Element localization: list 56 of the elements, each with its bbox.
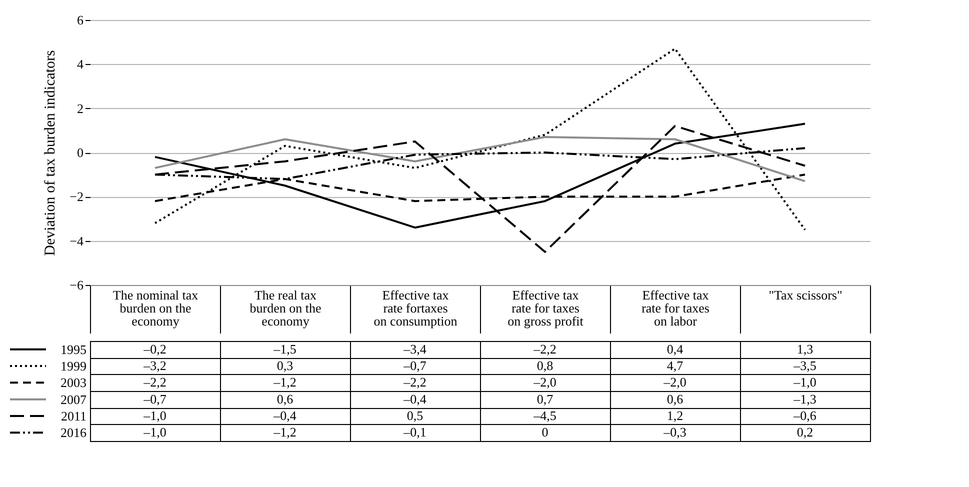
y-tick-label: 2: [77, 100, 84, 116]
y-tick-label: 6: [77, 12, 84, 28]
y-tick-label: 0: [77, 145, 84, 160]
data-label: –1,0: [142, 424, 166, 440]
data-label: –2,0: [532, 374, 556, 390]
legend-label: 2016: [60, 425, 87, 440]
data-label: –3,5: [792, 358, 816, 373]
data-label: –1,3: [792, 391, 816, 406]
x-tick-label: The real tax burden on the economy: [250, 288, 322, 328]
legend-label: 2007: [60, 392, 87, 407]
data-label: –0,1: [402, 424, 426, 440]
data-label: –0,6: [792, 408, 817, 423]
data-label: 0,6: [276, 391, 294, 406]
x-tick-label: "Tax scissors": [768, 288, 842, 302]
data-label: –0,7: [142, 391, 167, 406]
x-tick-label: The nominal tax burden on the economy: [112, 288, 199, 328]
data-label: 0,3: [276, 358, 294, 373]
data-label: –0,3: [662, 424, 686, 440]
x-tick-label: Effective tax rate for taxes on gross profit: [508, 288, 584, 328]
legend-label: 2011: [60, 408, 86, 424]
data-label: –0,4: [402, 391, 427, 406]
y-tick-label: 4: [77, 56, 84, 72]
data-label: –1,0: [142, 408, 166, 423]
legend-label: 1999: [60, 358, 86, 374]
legend-label: 2003: [60, 375, 86, 390]
data-label: –0,4: [272, 408, 297, 423]
data-label: –2,2: [402, 374, 426, 390]
data-label: –1,2: [272, 374, 296, 390]
data-label: –0,2: [142, 341, 166, 356]
data-label: 0,6: [666, 391, 684, 406]
data-label: –4,5: [532, 408, 556, 423]
data-label: 1,2: [666, 408, 684, 423]
data-label: 0,4: [666, 341, 684, 356]
x-tick-label: Effective tax rate fortaxes on consumption: [374, 288, 458, 328]
y-tick-label: −2: [70, 189, 84, 204]
x-tick-label: Effective tax rate for taxes on labor: [642, 288, 710, 328]
y-tick-label: −6: [70, 278, 84, 292]
data-label: –3,2: [142, 358, 166, 373]
data-label: –1,2: [272, 424, 296, 440]
data-label: 0,8: [536, 358, 554, 373]
y-tick-label: −4: [70, 233, 84, 248]
data-label: –2,2: [532, 341, 556, 356]
legend-label: 1995: [60, 342, 86, 357]
data-label: 1,3: [796, 341, 814, 356]
data-label: 0: [542, 424, 548, 440]
y-axis-title: Deviation of tax burden indicators: [42, 50, 59, 256]
data-label: –2,2: [142, 374, 166, 390]
data-label: –1,0: [792, 374, 816, 390]
data-label: –3,4: [402, 341, 427, 356]
data-label: 0,7: [536, 391, 554, 406]
data-label: 4,7: [666, 358, 684, 373]
data-label: –1,5: [272, 341, 296, 356]
data-label: –0,7: [402, 358, 427, 373]
data-label: 0,5: [406, 408, 424, 423]
data-label: –2,0: [662, 374, 686, 390]
data-label: 0,2: [796, 424, 814, 440]
